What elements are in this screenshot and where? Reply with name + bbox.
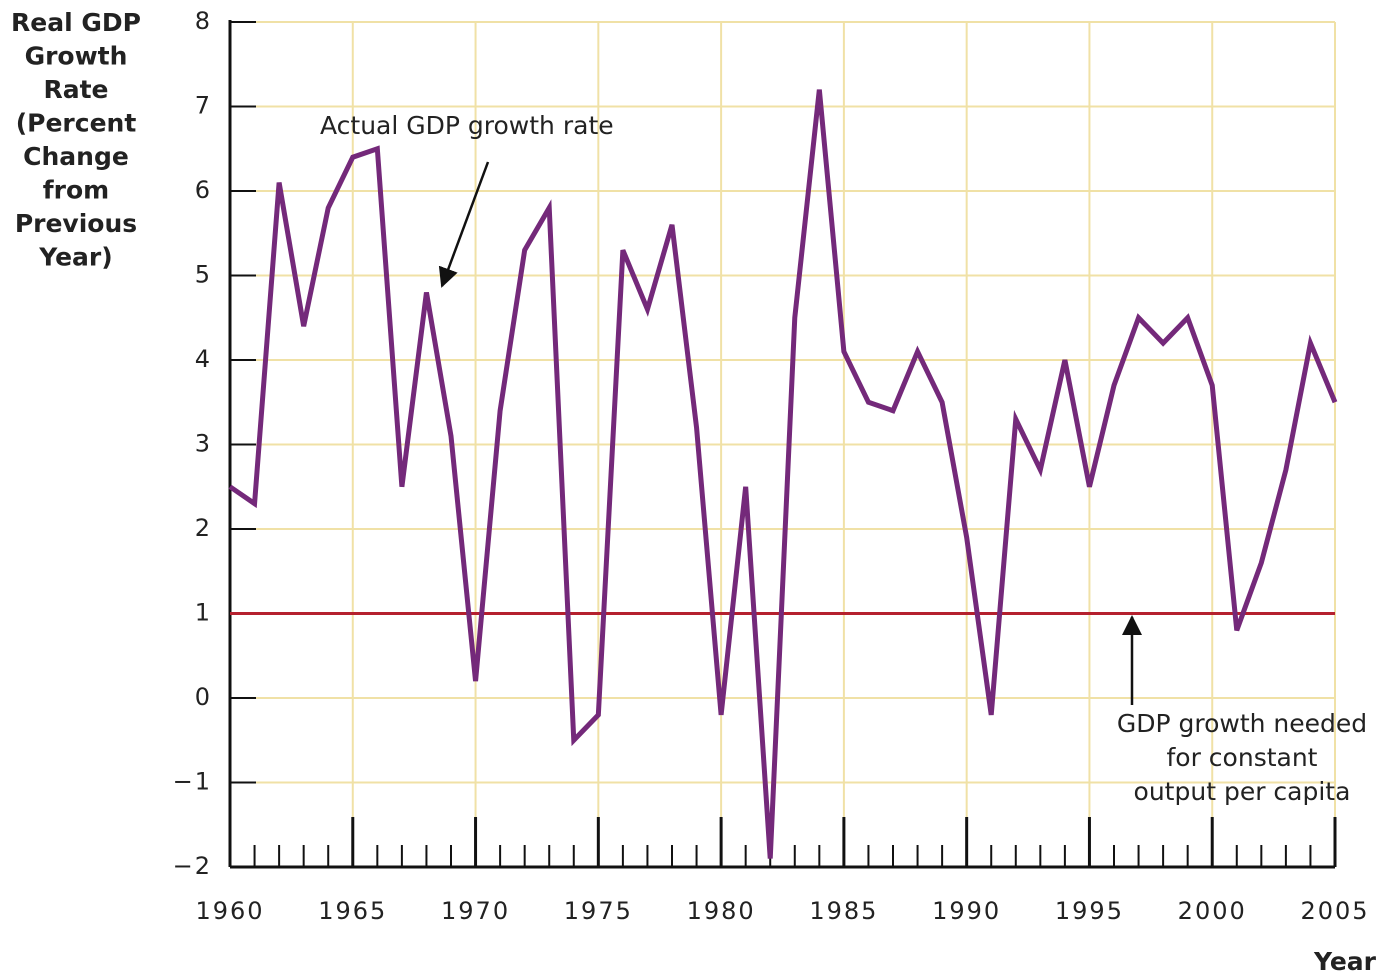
- annotation-arrow: [438, 161, 490, 288]
- y-axis-label: Rate: [43, 75, 108, 104]
- y-tick-label: 0: [195, 683, 212, 711]
- reference-annotation: GDP growth needed: [1117, 709, 1367, 738]
- y-tick-label: 1: [195, 599, 212, 627]
- x-tick-label: 1995: [1055, 897, 1124, 925]
- data-line: [228, 89, 1338, 859]
- y-axis-label: Previous: [15, 209, 137, 238]
- y-axis-label: Real GDP: [11, 8, 141, 37]
- y-axis-label: from: [43, 176, 109, 205]
- x-tick-label: 1990: [932, 897, 1001, 925]
- line-annotation: Actual GDP growth rate: [320, 111, 614, 140]
- x-tick-label: 1985: [809, 897, 878, 925]
- x-tick-label: 1960: [195, 897, 264, 925]
- y-tick-label: 5: [195, 261, 212, 289]
- x-tick-label: 1975: [564, 897, 633, 925]
- reference-annotation: output per capita: [1134, 777, 1351, 806]
- y-tick-label: 4: [195, 345, 212, 373]
- y-axis-label: Growth: [25, 42, 128, 71]
- x-axis-label: Year: [1313, 947, 1377, 976]
- y-axis-label: Change: [23, 142, 129, 171]
- x-tick-label: 2005: [1300, 897, 1369, 925]
- y-tick-label: 7: [195, 92, 212, 120]
- x-tick-label: 2000: [1178, 897, 1247, 925]
- y-tick-label: −2: [173, 852, 212, 880]
- x-tick-label: 1980: [687, 897, 756, 925]
- y-tick-label: 8: [195, 7, 212, 35]
- y-axis-label: Year): [38, 243, 112, 272]
- x-tick-label: 1965: [318, 897, 387, 925]
- y-tick-label: 2: [195, 514, 212, 542]
- x-tick-label: 1970: [441, 897, 510, 925]
- y-axis-label: (Percent: [16, 109, 137, 138]
- y-tick-label: 3: [195, 430, 212, 458]
- reference-annotation: for constant: [1166, 743, 1317, 772]
- y-tick-label: −1: [173, 768, 212, 796]
- y-tick-label: 6: [195, 176, 212, 204]
